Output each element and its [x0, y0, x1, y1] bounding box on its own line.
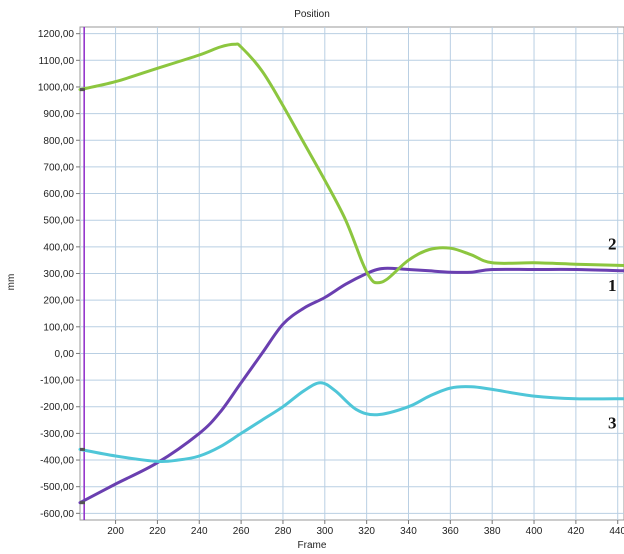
chart-title: Position [294, 9, 330, 20]
series [78, 42, 624, 505]
series-label-2: 2 [608, 235, 617, 254]
x-tick-label: 340 [400, 526, 417, 537]
x-tick-label: 320 [358, 526, 375, 537]
y-axis-title: mm [6, 274, 17, 291]
y-tick-label: -100,00 [40, 376, 74, 387]
y-tick-label: 600,00 [43, 189, 74, 200]
y-tick-label: 300,00 [43, 269, 74, 280]
y-axis-ticks: 1200,00 1100,00 1000,00 900,00 800,00 700,00 6… [38, 29, 80, 520]
x-tick-label: 420 [568, 526, 585, 537]
series-line-1 [78, 266, 624, 505]
x-axis-title: Frame [298, 540, 327, 551]
y-tick-label: 400,00 [43, 242, 74, 253]
x-axis-ticks: 200 220 240 260 280 300 320 340 360 380 400 420 440 [107, 520, 624, 537]
x-tick-label: 240 [191, 526, 208, 537]
x-tick-label: 440 [609, 526, 624, 537]
series-labels: 1 2 3 [608, 235, 617, 433]
x-tick-label: 260 [233, 526, 250, 537]
y-tick-label: 1100,00 [39, 56, 75, 67]
y-tick-label: 1000,00 [38, 82, 75, 93]
y-tick-label: 800,00 [43, 136, 74, 147]
y-tick-label: 200,00 [43, 296, 74, 307]
y-tick-label: 700,00 [43, 162, 74, 173]
series-label-3: 3 [608, 414, 617, 433]
grid [80, 27, 624, 520]
x-tick-label: 360 [442, 526, 459, 537]
y-tick-label: -300,00 [40, 429, 74, 440]
series-line-3 [78, 381, 624, 464]
y-tick-label: -500,00 [40, 482, 74, 493]
series-label-1: 1 [608, 276, 617, 295]
y-tick-label: 1200,00 [38, 29, 75, 40]
series-line-2 [78, 42, 624, 285]
y-tick-label: 500,00 [43, 216, 74, 227]
x-tick-label: 380 [484, 526, 501, 537]
y-tick-label: -200,00 [40, 402, 74, 413]
y-tick-label: 0,00 [55, 349, 75, 360]
x-tick-label: 300 [316, 526, 333, 537]
y-tick-label: -600,00 [40, 509, 74, 520]
x-tick-label: 400 [526, 526, 543, 537]
y-tick-label: 900,00 [43, 109, 74, 120]
x-tick-label: 280 [275, 526, 292, 537]
x-tick-label: 200 [107, 526, 124, 537]
x-tick-label: 220 [149, 526, 166, 537]
y-tick-label: -400,00 [40, 456, 74, 467]
y-tick-label: 100,00 [43, 322, 74, 333]
